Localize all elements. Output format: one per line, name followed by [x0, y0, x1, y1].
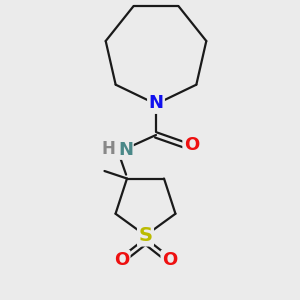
Text: N: N: [118, 141, 133, 159]
Text: O: O: [162, 251, 177, 269]
Text: O: O: [184, 136, 199, 154]
Text: S: S: [139, 226, 152, 245]
Text: H: H: [102, 140, 116, 158]
Text: N: N: [148, 94, 164, 112]
Text: O: O: [114, 251, 129, 269]
